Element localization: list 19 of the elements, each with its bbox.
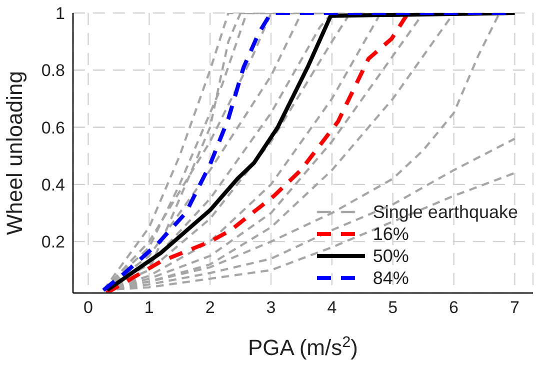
x-tick-label: 1: [144, 298, 154, 318]
x-tick-label: 3: [266, 298, 276, 318]
y-tick-label: 0.2: [41, 232, 65, 252]
x-tick-label: 5: [388, 298, 398, 318]
x-axis-title: PGA (m/s$^{2}$): [248, 334, 358, 360]
y-tick-label: 0.8: [41, 61, 65, 80]
x-tick-label: 0: [83, 298, 93, 318]
y-tick-label: 0.6: [41, 118, 65, 138]
x-tick-label: 2: [205, 298, 215, 318]
x-tick-label: 6: [449, 298, 459, 318]
legend-label: 50%: [372, 246, 409, 266]
x-tick-label: 7: [510, 298, 520, 318]
y-tick-label: 1: [56, 4, 65, 24]
legend-label: 84%: [372, 268, 409, 288]
x-tick-label: 4: [327, 298, 337, 318]
legend-label: Single earthquake: [372, 202, 518, 222]
legend-label: 16%: [372, 224, 409, 244]
y-tick-label: 0.4: [41, 175, 65, 194]
y-axis-title: Wheel unloading: [2, 71, 27, 235]
